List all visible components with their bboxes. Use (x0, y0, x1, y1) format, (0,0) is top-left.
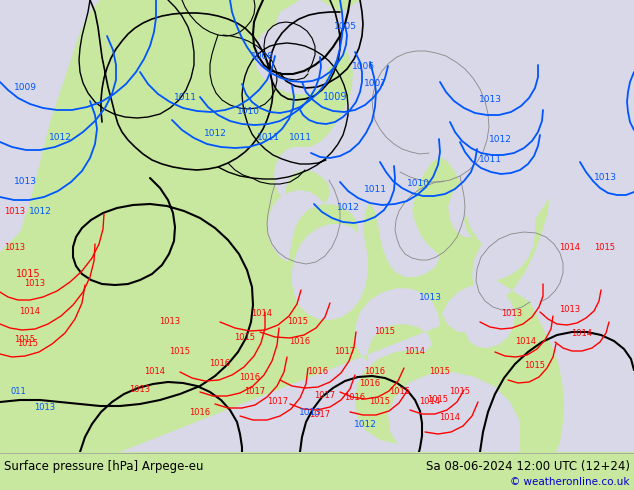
Text: 1011: 1011 (257, 132, 280, 142)
Text: © weatheronline.co.uk: © weatheronline.co.uk (510, 477, 630, 487)
Text: 1015: 1015 (18, 340, 39, 348)
Text: 1013: 1013 (418, 293, 441, 301)
Text: 1015: 1015 (375, 327, 396, 337)
Text: 1008: 1008 (250, 52, 273, 62)
Text: 1012: 1012 (49, 132, 72, 142)
Text: 1017: 1017 (335, 347, 356, 357)
Text: 1015: 1015 (169, 347, 190, 357)
Text: 1012: 1012 (337, 203, 359, 213)
Text: 1010: 1010 (236, 107, 259, 117)
Text: 1014: 1014 (145, 368, 165, 376)
Text: 1015: 1015 (235, 333, 256, 342)
Text: 1015: 1015 (427, 395, 448, 405)
Text: 1016: 1016 (307, 368, 328, 376)
Text: 1014: 1014 (20, 308, 41, 317)
Text: 1015: 1015 (287, 318, 309, 326)
Text: 1015: 1015 (429, 368, 451, 376)
Text: 1013: 1013 (299, 408, 321, 416)
Text: 1005: 1005 (333, 23, 356, 31)
Text: 1013: 1013 (479, 96, 501, 104)
Text: 1010: 1010 (406, 179, 429, 189)
Text: 1012: 1012 (489, 136, 512, 145)
Polygon shape (270, 0, 350, 82)
Text: 1009: 1009 (323, 92, 347, 102)
Text: 1011: 1011 (174, 93, 197, 101)
Text: 1013: 1013 (13, 177, 37, 187)
Text: 1013: 1013 (34, 402, 56, 412)
Text: 1013: 1013 (559, 304, 581, 314)
Text: Sa 08-06-2024 12:00 UTC (12+24): Sa 08-06-2024 12:00 UTC (12+24) (426, 460, 630, 472)
Polygon shape (0, 0, 90, 252)
Text: 1014: 1014 (420, 397, 441, 407)
Text: 1013: 1013 (501, 310, 522, 318)
Text: 1013: 1013 (129, 386, 150, 394)
Text: 1016: 1016 (344, 392, 366, 401)
Text: 1016: 1016 (359, 379, 380, 389)
Text: 1006: 1006 (351, 63, 375, 72)
Text: 1014: 1014 (559, 243, 581, 251)
Text: 1015: 1015 (450, 388, 470, 396)
Text: 1017: 1017 (245, 388, 266, 396)
Text: 1007: 1007 (363, 79, 387, 89)
Polygon shape (448, 0, 634, 452)
Text: 1013: 1013 (159, 318, 181, 326)
Text: 1013: 1013 (4, 243, 25, 251)
Text: 1011: 1011 (363, 186, 387, 195)
Polygon shape (0, 0, 100, 172)
Text: 1015: 1015 (16, 269, 41, 279)
Text: 1013: 1013 (593, 172, 616, 181)
Text: 1009: 1009 (13, 82, 37, 92)
Text: 1015: 1015 (524, 362, 545, 370)
Text: 1015: 1015 (389, 388, 410, 396)
Text: Surface pressure [hPa] Arpege-eu: Surface pressure [hPa] Arpege-eu (4, 460, 204, 472)
Text: 1015: 1015 (370, 397, 391, 407)
Text: 1016: 1016 (190, 408, 210, 416)
Text: 1015: 1015 (15, 335, 36, 343)
Text: 1016: 1016 (365, 368, 385, 376)
Text: 1016: 1016 (290, 338, 311, 346)
Text: 1015: 1015 (595, 243, 616, 251)
Text: 1014: 1014 (252, 310, 273, 318)
Text: 1013: 1013 (25, 279, 46, 289)
Text: 1012: 1012 (29, 207, 51, 217)
Text: 1014: 1014 (515, 338, 536, 346)
Text: 1016: 1016 (209, 360, 231, 368)
Text: 1012: 1012 (354, 419, 377, 428)
Text: 1012: 1012 (204, 129, 226, 139)
Text: 1014: 1014 (404, 347, 425, 357)
Polygon shape (254, 0, 634, 320)
Text: 011: 011 (10, 388, 26, 396)
Text: 1017: 1017 (309, 410, 330, 418)
Text: 1011: 1011 (288, 132, 311, 142)
Text: 1014: 1014 (439, 413, 460, 421)
Text: 1014: 1014 (571, 329, 593, 339)
Text: 1017: 1017 (268, 397, 288, 407)
Text: 1016: 1016 (240, 372, 261, 382)
Text: 1013: 1013 (4, 207, 25, 217)
Text: 1017: 1017 (314, 391, 335, 399)
Text: 1011: 1011 (479, 154, 501, 164)
Polygon shape (120, 284, 520, 452)
